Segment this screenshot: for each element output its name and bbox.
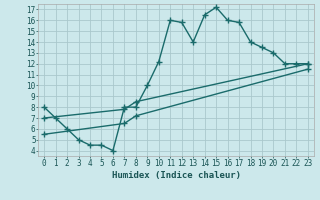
X-axis label: Humidex (Indice chaleur): Humidex (Indice chaleur) (111, 171, 241, 180)
